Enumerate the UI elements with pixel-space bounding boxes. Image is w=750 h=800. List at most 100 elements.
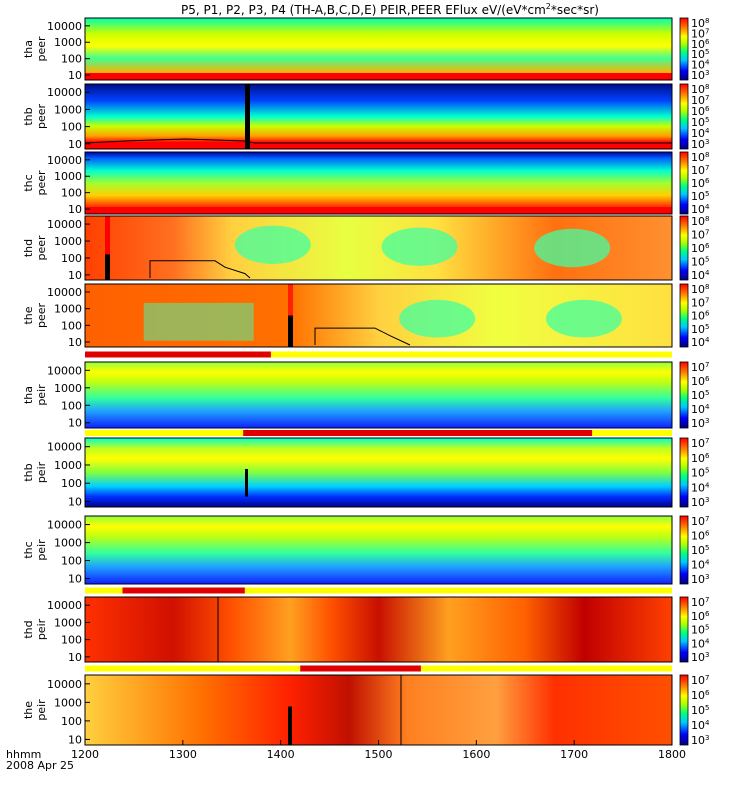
y-tick-label: 100 [61, 121, 82, 134]
probe-label: thb [22, 463, 35, 481]
y-tick-label: 10000 [47, 86, 82, 99]
colorbar-tick-label: 104 [691, 719, 710, 732]
spike-marker-dark [245, 469, 248, 497]
colorbar-tick-label: 105 [691, 190, 709, 203]
colorbar-tick-label: 105 [691, 467, 709, 480]
spectrogram-area [85, 18, 672, 80]
colorbar-tick-label: 105 [691, 323, 709, 336]
mode-bar [85, 587, 672, 594]
spacecraft-potential-line [84, 138, 672, 144]
colorbar-tick-label: 104 [691, 336, 710, 349]
spectrogram-area [85, 152, 672, 214]
colorbar-tick-label: 108 [691, 151, 709, 164]
colorbar-tick-label: 105 [691, 624, 709, 637]
x-tick-label: 1300 [169, 748, 197, 761]
colorbar-tick-label: 105 [691, 704, 709, 717]
colorbar-tick-label: 107 [691, 94, 709, 107]
y-tick-label: 10 [68, 203, 82, 216]
y-tick-label: 100 [61, 715, 82, 728]
y-tick-label: 1000 [54, 537, 82, 550]
y-tick-label: 1000 [54, 170, 82, 183]
colorbar [679, 83, 689, 150]
colorbar-tick-label: 106 [691, 38, 710, 51]
instrument-label: peir [35, 461, 48, 483]
colorbar-tick-label: 106 [691, 689, 710, 702]
colorbar-tick-label: 107 [691, 27, 709, 40]
x-tick-label: 1800 [658, 748, 686, 761]
y-tick-label: 10000 [47, 20, 82, 33]
probe-label: the [22, 701, 35, 719]
y-tick-label: 1000 [54, 235, 82, 248]
radiation-belt-blob [234, 225, 311, 264]
colorbar-tick-label: 108 [691, 17, 709, 30]
colorbar-tick-label: 104 [691, 59, 710, 72]
radiation-belt-blob [381, 227, 458, 266]
probe-label: thc [22, 541, 35, 558]
instrument-label: peir [35, 384, 48, 406]
mode-bar-burst [243, 430, 593, 436]
spectrogram-area [85, 516, 672, 584]
probe-label: tha [22, 386, 35, 404]
spike-marker [105, 216, 110, 280]
probe-label: tha [22, 40, 35, 58]
y-tick-label: 10 [68, 651, 82, 664]
colorbar [679, 361, 689, 429]
panel-frame [84, 596, 673, 663]
colorbar-tick-label: 103 [691, 573, 709, 586]
panel-frame [84, 283, 673, 348]
mode-bar [85, 351, 672, 358]
colorbar-tick-label: 103 [691, 417, 709, 430]
instrument-label: peir [35, 539, 48, 561]
colorbar-tick-label: 106 [691, 310, 710, 323]
spacecraft-potential-line [149, 260, 251, 279]
colorbar [679, 215, 689, 281]
y-tick-label: 10000 [47, 678, 82, 691]
colorbar-tick-label: 104 [691, 269, 710, 282]
x-tick-label: 1600 [462, 748, 490, 761]
x-tick-label: 1700 [560, 748, 588, 761]
y-tick-label: 100 [61, 319, 82, 332]
colorbar [679, 283, 689, 348]
instrument-label: peer [35, 303, 48, 329]
instrument-label: peer [35, 170, 48, 196]
colorbar-tick-label: 104 [691, 403, 710, 416]
y-tick-label: 1000 [54, 459, 82, 472]
y-tick-label: 1000 [54, 382, 82, 395]
y-tick-label: 1000 [54, 303, 82, 316]
title-superscript: 2 [546, 2, 551, 11]
colorbar-tick-label: 105 [691, 116, 709, 129]
panel-frame [84, 215, 673, 281]
colorbar-tick-label: 104 [691, 203, 710, 216]
y-tick-label: 100 [61, 252, 82, 265]
colorbar-tick-label: 103 [691, 651, 709, 664]
colorbar-tick-label: 103 [691, 69, 709, 82]
spike-marker-dark [288, 315, 293, 347]
instrument-label: peer [35, 36, 48, 62]
y-tick-label: 100 [61, 53, 82, 66]
colorbar-tick-label: 103 [691, 496, 709, 509]
y-tick-label: 10 [68, 417, 82, 430]
colorbar [679, 674, 689, 746]
y-tick-label: 10000 [47, 154, 82, 167]
y-tick-label: 10 [68, 138, 82, 151]
instrument-label: peir [35, 699, 48, 721]
spectrogram-area [85, 438, 672, 507]
y-tick-label: 10000 [47, 364, 82, 377]
x-axis-corner-label: hhmm [6, 748, 41, 761]
spectrogram-area [85, 675, 672, 745]
y-tick-label: 1000 [54, 103, 82, 116]
y-tick-label: 10000 [47, 286, 82, 299]
instrument-label: peer [35, 104, 48, 130]
colorbar [679, 437, 689, 508]
colorbar-tick-label: 106 [691, 105, 710, 118]
radiation-belt-blob [399, 299, 476, 338]
colorbar-tick-label: 106 [691, 375, 710, 388]
mode-bars-group [85, 351, 672, 672]
colorbar-tick-label: 106 [691, 177, 710, 190]
y-tick-label: 100 [61, 555, 82, 568]
